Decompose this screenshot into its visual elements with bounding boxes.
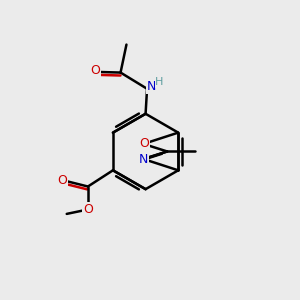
Text: O: O bbox=[58, 173, 68, 187]
Text: O: O bbox=[83, 203, 93, 216]
Text: N: N bbox=[147, 80, 157, 93]
Text: H: H bbox=[155, 77, 164, 87]
Text: O: O bbox=[139, 137, 149, 150]
Text: O: O bbox=[90, 64, 100, 77]
Text: N: N bbox=[139, 153, 148, 166]
